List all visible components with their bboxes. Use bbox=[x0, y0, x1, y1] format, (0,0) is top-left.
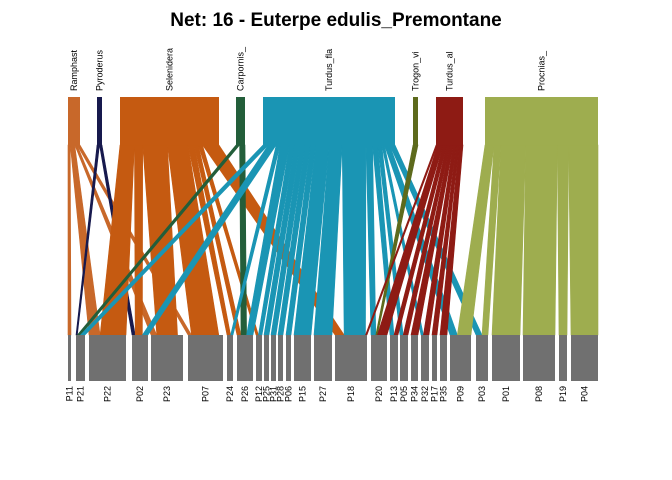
link-procnias-p19 bbox=[557, 144, 569, 336]
plant-box-p31 bbox=[271, 335, 276, 381]
plant-label-p01: P01 bbox=[501, 386, 511, 402]
plant-box-p26 bbox=[237, 335, 253, 381]
plant-label-p02: P02 bbox=[135, 386, 145, 402]
species-bar-selenidera bbox=[120, 97, 219, 145]
plant-label-p05: P05 bbox=[399, 386, 409, 402]
plant-box-p11 bbox=[68, 335, 71, 381]
plant-label-p22: P22 bbox=[103, 386, 113, 402]
species-label-pyroderus: Pyroderus bbox=[95, 49, 105, 91]
chart-title: Net: 16 - Euterpe edulis_Premontane bbox=[170, 10, 502, 31]
plant-box-p24 bbox=[227, 335, 233, 381]
plant-box-p06 bbox=[286, 335, 291, 381]
plant-box-p13 bbox=[390, 335, 398, 381]
plant-box-p32 bbox=[421, 335, 429, 381]
plant-label-p12: P12 bbox=[254, 386, 264, 402]
species-bar-turdus-fla bbox=[263, 97, 395, 145]
plant-label-p28: P28 bbox=[276, 386, 286, 402]
higher-level-bars: Ramphast Pyroderus Selenidera Carpornis_ Tur… bbox=[68, 46, 598, 145]
plant-label-p20: P20 bbox=[374, 386, 384, 402]
plant-box-p25 bbox=[264, 335, 269, 381]
species-label-trogon-vi: Trogon_vi bbox=[411, 51, 421, 91]
plant-box-p12 bbox=[256, 335, 262, 381]
plant-box-p09 bbox=[450, 335, 471, 381]
plant-box-p15 bbox=[294, 335, 311, 381]
plant-label-p23: P23 bbox=[162, 386, 172, 402]
plant-box-p19 bbox=[559, 335, 567, 381]
plant-box-p20 bbox=[371, 335, 387, 381]
plant-box-p07 bbox=[188, 335, 223, 381]
plant-box-p23 bbox=[151, 335, 183, 381]
plant-label-p35: P35 bbox=[439, 386, 449, 402]
plant-label-p07: P07 bbox=[201, 386, 211, 402]
link-ramphast-p11 bbox=[67, 144, 72, 336]
plant-box-p03 bbox=[476, 335, 488, 381]
plant-label-p27: P27 bbox=[318, 386, 328, 402]
plant-label-p03: P03 bbox=[477, 386, 487, 402]
plant-label-p06: P06 bbox=[284, 386, 294, 402]
plant-box-p18 bbox=[335, 335, 367, 381]
plant-label-p31: P31 bbox=[269, 386, 279, 402]
plant-box-p17 bbox=[432, 335, 437, 381]
link-selenidera-p02 bbox=[134, 144, 143, 336]
plant-box-p02 bbox=[132, 335, 148, 381]
link-procnias-p08 bbox=[522, 144, 558, 336]
plant-label-p13: P13 bbox=[389, 386, 399, 402]
species-bar-carpornis bbox=[236, 97, 245, 145]
interaction-links bbox=[67, 144, 599, 336]
plant-label-p08: P08 bbox=[534, 386, 544, 402]
plant-box-p21 bbox=[76, 335, 85, 381]
plant-box-p28 bbox=[278, 335, 283, 381]
plant-box-p35 bbox=[440, 335, 447, 381]
plant-label-p21: P21 bbox=[76, 386, 86, 402]
plant-label-p26: P26 bbox=[240, 386, 250, 402]
link-procnias-p04 bbox=[568, 144, 599, 336]
plant-label-p17: P17 bbox=[430, 386, 440, 402]
plant-box-p05 bbox=[400, 335, 408, 381]
plant-box-p22 bbox=[89, 335, 126, 381]
plant-label-p09: P09 bbox=[456, 386, 466, 402]
link-turdus-fla-p18 bbox=[341, 144, 367, 336]
plant-label-p11: P11 bbox=[65, 386, 75, 401]
species-bar-turdus-al bbox=[436, 97, 463, 145]
species-bar-procnias bbox=[485, 97, 598, 145]
plant-box-p04 bbox=[571, 335, 598, 381]
plant-box-p01 bbox=[492, 335, 520, 381]
link-turdus-fla-p20 bbox=[365, 144, 377, 336]
plant-label-p19: P19 bbox=[558, 386, 568, 402]
plant-label-p04: P04 bbox=[580, 386, 590, 402]
species-bar-trogon-vi bbox=[413, 97, 418, 145]
species-bar-ramphast bbox=[68, 97, 80, 145]
species-label-procnias: Procnias_ bbox=[537, 50, 547, 91]
plant-box-p08 bbox=[523, 335, 555, 381]
plant-label-p24: P24 bbox=[225, 386, 235, 402]
plant-label-p18: P18 bbox=[346, 386, 356, 402]
species-label-turdus-al: Turdus_al bbox=[445, 51, 455, 91]
species-label-carpornis: Carpornis_ bbox=[236, 46, 246, 91]
plant-label-p15: P15 bbox=[298, 386, 308, 402]
plant-label-p34: P34 bbox=[410, 386, 420, 402]
species-label-turdus-fla: Turdus_fla bbox=[324, 49, 334, 91]
species-label-ramphast: Ramphast bbox=[69, 49, 79, 91]
species-label-selenidera: Selenidera bbox=[165, 48, 175, 91]
plant-label-p32: P32 bbox=[420, 386, 430, 402]
plant-box-p27 bbox=[314, 335, 332, 381]
species-bar-pyroderus bbox=[97, 97, 102, 145]
plant-box-p34 bbox=[411, 335, 418, 381]
plant-label-p25: P25 bbox=[262, 386, 272, 402]
